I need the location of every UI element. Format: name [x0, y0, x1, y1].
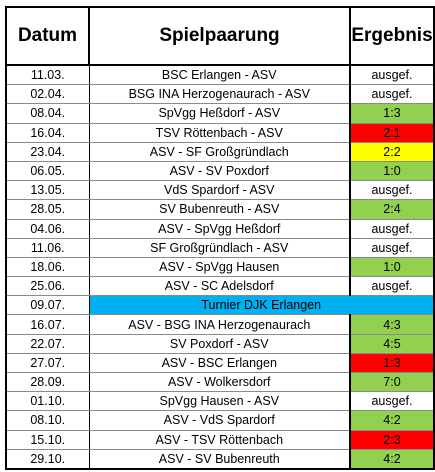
result-cell: 4:3	[350, 314, 435, 335]
date-cell: 28.05.	[5, 199, 90, 220]
table-row: 09.07. Turnier DJK Erlangen	[5, 295, 435, 316]
date-cell: 22.07.	[5, 333, 90, 354]
result-cell: 2:3	[350, 429, 435, 450]
table-row: 01.10. SpVgg Hausen - ASV ausgef.	[5, 391, 435, 412]
header-row: Datum Spielpaarung Ergebnis	[5, 6, 435, 66]
result-cell: 7:0	[350, 371, 435, 393]
date-cell: 02.04.	[5, 84, 90, 105]
match-cell: ASV - SpVgg Hausen	[89, 256, 351, 278]
match-cell: BSC Erlangen - ASV	[89, 64, 351, 86]
table-row: 18.06. ASV - SpVgg Hausen 1:0	[5, 256, 435, 278]
date-cell: 16.07.	[5, 314, 90, 335]
result-cell: 2:4	[350, 199, 435, 220]
match-cell: ASV - SpVgg Heßdorf	[89, 218, 351, 239]
table-row: 23.04. ASV - SF Großgründlach 2:2	[5, 141, 435, 162]
table-row: 08.10. ASV - VdS Spardorf 4:2	[5, 410, 435, 431]
match-cell: SV Bubenreuth - ASV	[89, 199, 351, 220]
match-cell: SpVgg Hausen - ASV	[89, 391, 351, 412]
table-row: 02.04. BSG INA Herzogenaurach - ASV ausgef…	[5, 84, 435, 105]
schedule-rows: 11.03. BSC Erlangen - ASV ausgef. 02.04. BSG…	[5, 64, 435, 470]
result-cell: 1:0	[350, 256, 435, 278]
date-cell: 28.09.	[5, 371, 90, 393]
match-cell: ASV - BSG INA Herzogenaurach	[89, 314, 351, 335]
result-cell: 2:2	[350, 141, 435, 162]
match-cell: VdS Spardorf - ASV	[89, 180, 351, 201]
table-row: 15.10. ASV - TSV Röttenbach 2:3	[5, 429, 435, 450]
date-cell: 25.06.	[5, 276, 90, 297]
result-cell: 2:1	[350, 122, 435, 143]
result-cell: ausgef.	[350, 218, 435, 239]
event-cell: Turnier DJK Erlangen	[89, 295, 435, 316]
table-row: 13.05. VdS Spardorf - ASV ausgef.	[5, 180, 435, 201]
table-row: 08.04. SpVgg Heßdorf - ASV 1:3	[5, 103, 435, 124]
match-cell: SV Poxdorf - ASV	[89, 333, 351, 354]
match-cell: BSG INA Herzogenaurach - ASV	[89, 84, 351, 105]
date-cell: 29.10.	[5, 448, 90, 470]
match-cell: ASV - BSC Erlangen	[89, 352, 351, 374]
date-cell: 23.04.	[5, 141, 90, 162]
table-row: 06.05. ASV - SV Poxdorf 1:0	[5, 160, 435, 182]
date-cell: 11.03.	[5, 64, 90, 86]
match-cell: ASV - SC Adelsdorf	[89, 276, 351, 297]
result-cell: 4:2	[350, 410, 435, 431]
header-date: Datum	[5, 6, 90, 66]
header-result: Ergebnis	[349, 6, 435, 66]
date-cell: 11.06.	[5, 237, 90, 258]
date-cell: 06.05.	[5, 160, 90, 182]
date-cell: 13.05.	[5, 180, 90, 201]
date-cell: 18.06.	[5, 256, 90, 278]
date-cell: 16.04.	[5, 122, 90, 143]
date-cell: 27.07.	[5, 352, 90, 374]
date-cell: 09.07.	[5, 295, 90, 316]
header-match: Spielpaarung	[88, 6, 351, 66]
result-cell: ausgef.	[350, 180, 435, 201]
match-cell: ASV - SV Poxdorf	[89, 160, 351, 182]
schedule-table: Datum Spielpaarung Ergebnis 11.03. BSC Er…	[5, 6, 435, 470]
table-row: 16.07. ASV - BSG INA Herzogenaurach 4:3	[5, 314, 435, 335]
match-cell: SF Großgründlach - ASV	[89, 237, 351, 258]
table-row: 28.09. ASV - Wolkersdorf 7:0	[5, 371, 435, 393]
result-cell: 4:2	[350, 448, 435, 470]
date-cell: 15.10.	[5, 429, 90, 450]
match-cell: ASV - SV Bubenreuth	[89, 448, 351, 470]
result-cell: 4:5	[350, 333, 435, 354]
table-row: 11.06. SF Großgründlach - ASV ausgef.	[5, 237, 435, 258]
result-cell: ausgef.	[350, 64, 435, 86]
date-cell: 08.10.	[5, 410, 90, 431]
date-cell: 08.04.	[5, 103, 90, 124]
table-row: 22.07. SV Poxdorf - ASV 4:5	[5, 333, 435, 354]
result-cell: 1:3	[350, 352, 435, 374]
table-row: 29.10. ASV - SV Bubenreuth 4:2	[5, 448, 435, 470]
result-cell: 1:3	[350, 103, 435, 124]
result-cell: ausgef.	[350, 84, 435, 105]
table-row: 04.06. ASV - SpVgg Heßdorf ausgef.	[5, 218, 435, 239]
table-row: 11.03. BSC Erlangen - ASV ausgef.	[5, 64, 435, 86]
match-cell: ASV - Wolkersdorf	[89, 371, 351, 393]
result-cell: 1:0	[350, 160, 435, 182]
date-cell: 04.06.	[5, 218, 90, 239]
table-row: 28.05. SV Bubenreuth - ASV 2:4	[5, 199, 435, 220]
table-row: 25.06. ASV - SC Adelsdorf ausgef.	[5, 276, 435, 297]
result-cell: ausgef.	[350, 276, 435, 297]
date-cell: 01.10.	[5, 391, 90, 412]
match-cell: TSV Röttenbach - ASV	[89, 122, 351, 143]
result-cell: ausgef.	[350, 237, 435, 258]
result-cell: ausgef.	[350, 391, 435, 412]
match-cell: ASV - VdS Spardorf	[89, 410, 351, 431]
table-row: 27.07. ASV - BSC Erlangen 1:3	[5, 352, 435, 374]
match-cell: SpVgg Heßdorf - ASV	[89, 103, 351, 124]
table-row: 16.04. TSV Röttenbach - ASV 2:1	[5, 122, 435, 143]
match-cell: ASV - SF Großgründlach	[89, 141, 351, 162]
schedule-container: Datum Spielpaarung Ergebnis 11.03. BSC Er…	[5, 6, 435, 470]
match-cell: ASV - TSV Röttenbach	[89, 429, 351, 450]
